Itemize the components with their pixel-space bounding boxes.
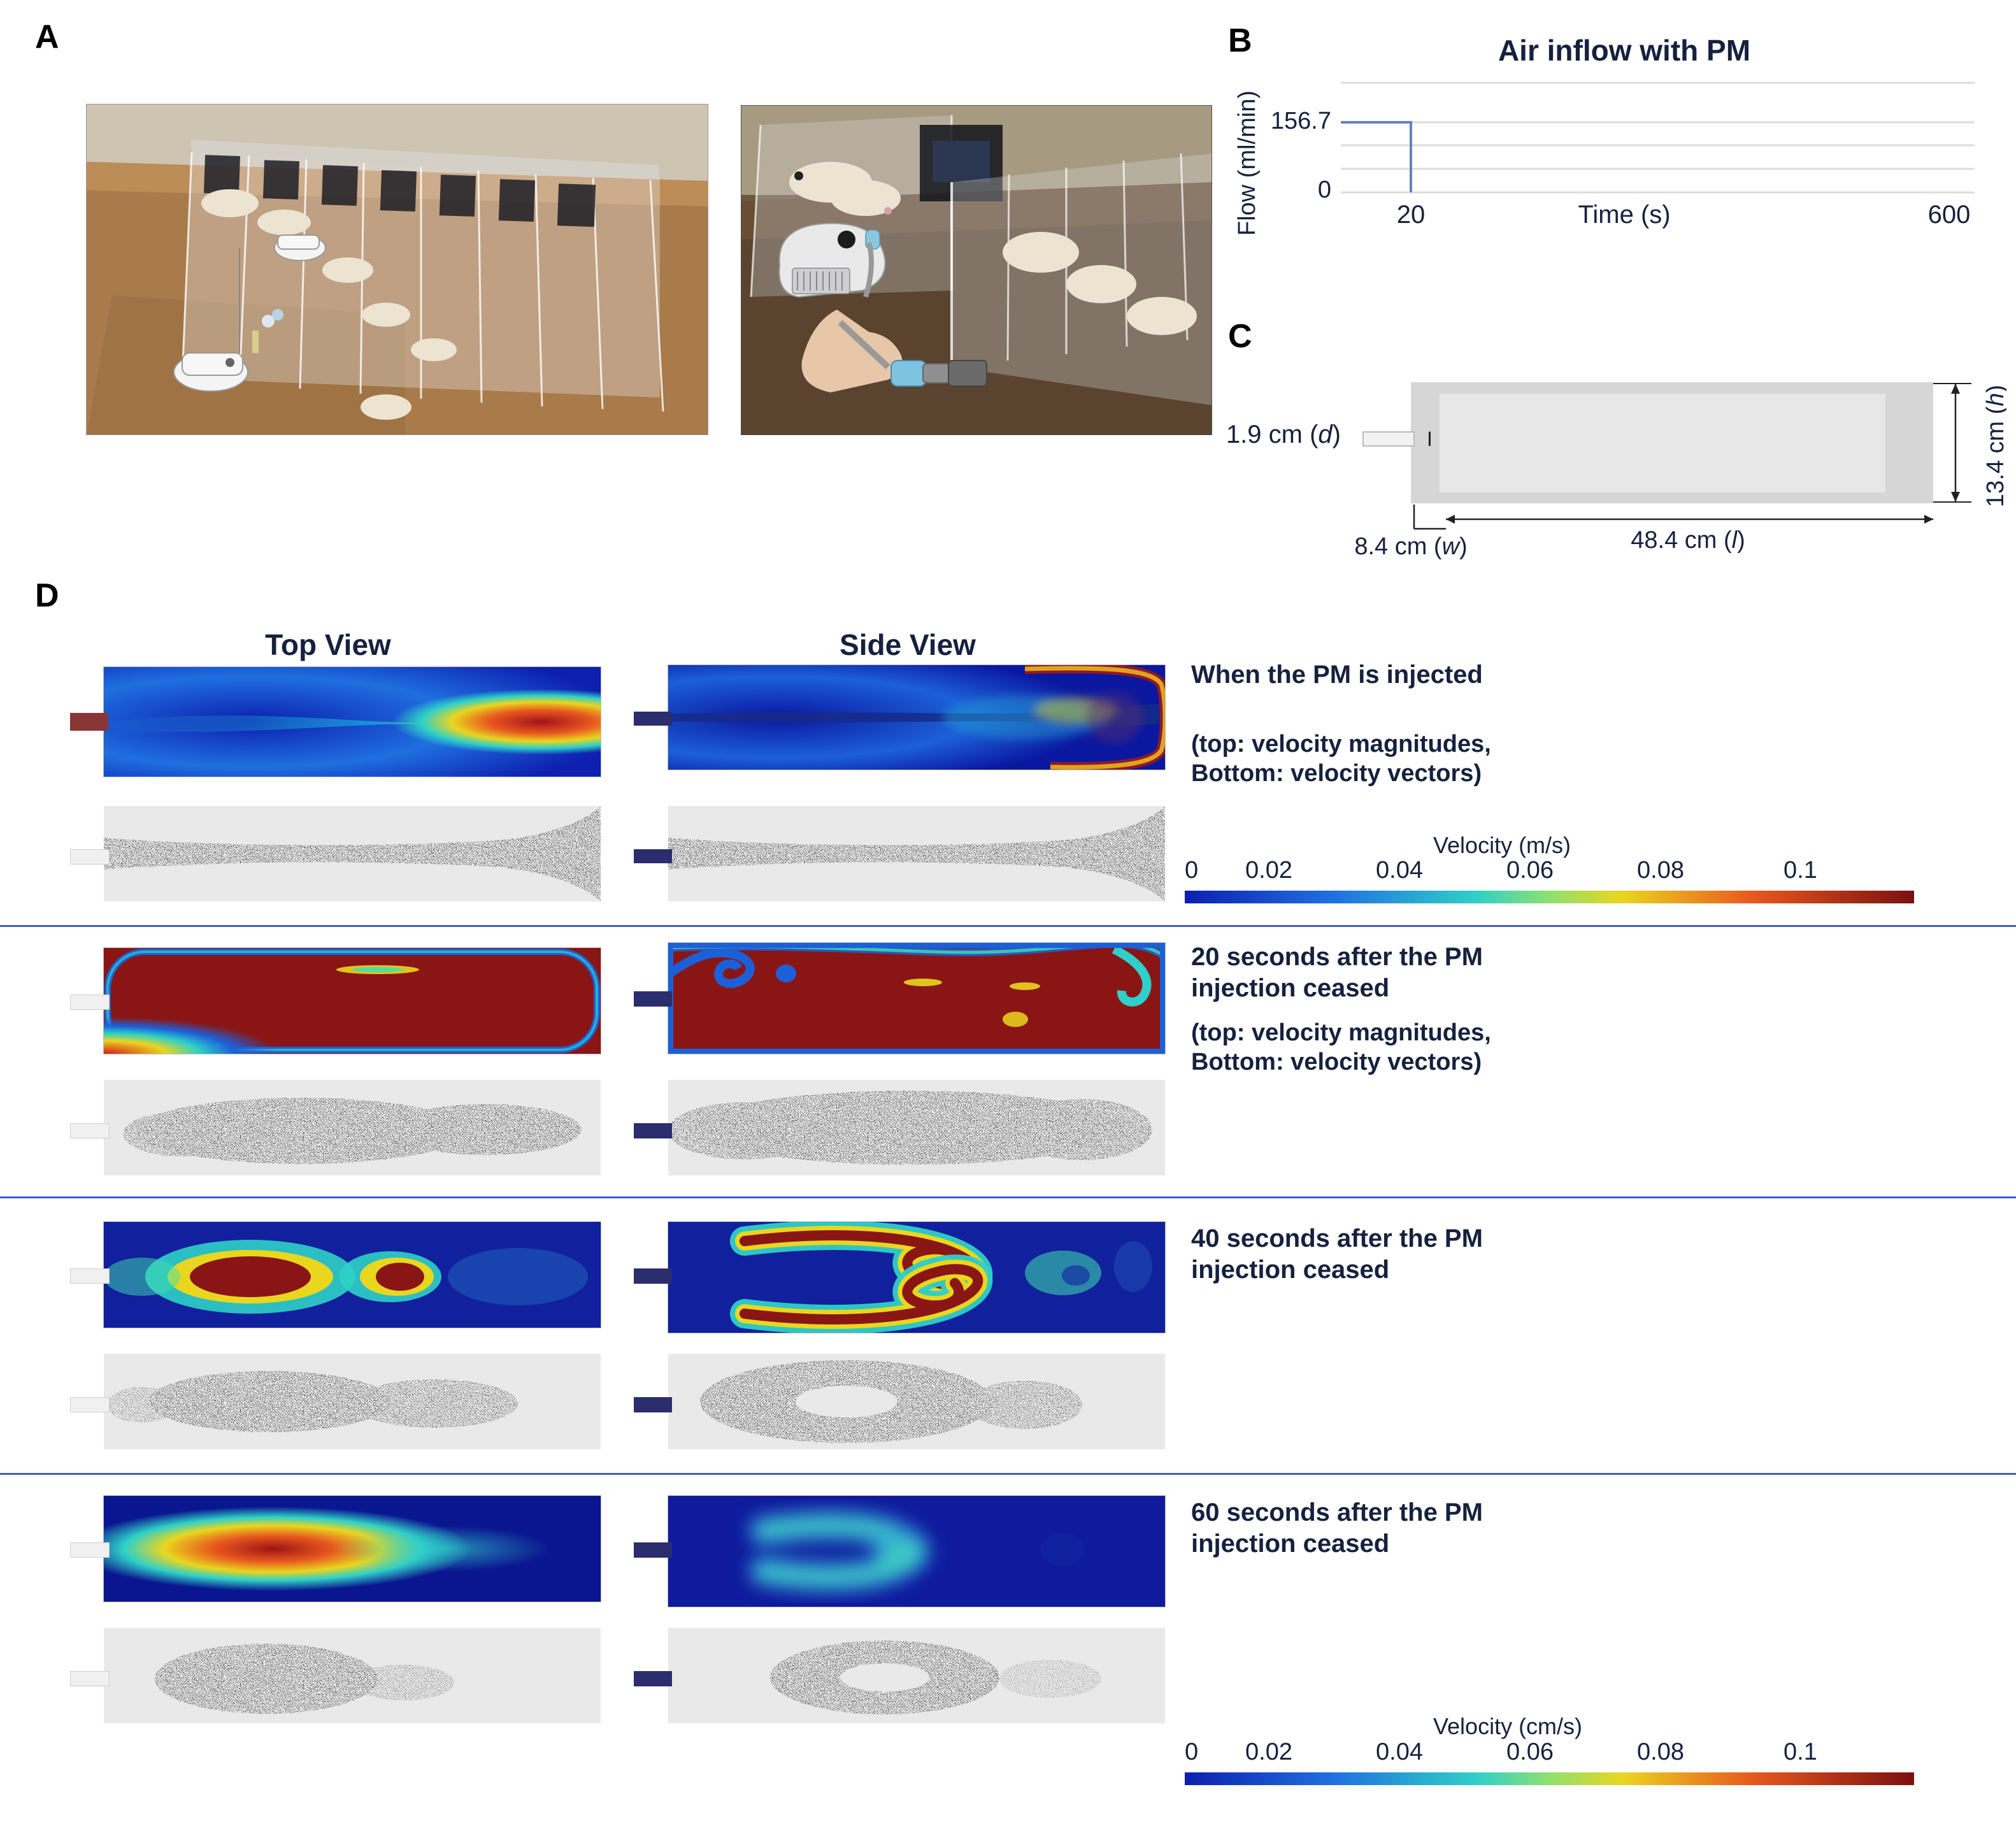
svg-text:I: I bbox=[1427, 427, 1433, 450]
svg-text:0.06: 0.06 bbox=[1506, 859, 1554, 884]
svg-text:0.06: 0.06 bbox=[1506, 1741, 1554, 1765]
svg-text:13.4 cm (h): 13.4 cm (h) bbox=[1982, 385, 2006, 507]
svg-text:48.4 cm (l): 48.4 cm (l) bbox=[1631, 527, 1745, 554]
svg-text:8.4 cm (w): 8.4 cm (w) bbox=[1354, 533, 1467, 560]
svg-text:0.04: 0.04 bbox=[1376, 859, 1423, 884]
svg-text:0.02: 0.02 bbox=[1245, 1741, 1292, 1765]
svg-text:0: 0 bbox=[1185, 1741, 1198, 1765]
svg-text:1.9 cm (d): 1.9 cm (d) bbox=[1226, 420, 1341, 449]
svg-text:0.1: 0.1 bbox=[1784, 1741, 1817, 1765]
svg-text:0.04: 0.04 bbox=[1376, 1741, 1423, 1765]
svg-text:0.1: 0.1 bbox=[1784, 859, 1817, 884]
svg-text:0.02: 0.02 bbox=[1245, 859, 1292, 884]
svg-text:0: 0 bbox=[1185, 859, 1198, 884]
svg-text:0.08: 0.08 bbox=[1637, 1741, 1684, 1765]
svg-text:0.08: 0.08 bbox=[1637, 859, 1684, 884]
